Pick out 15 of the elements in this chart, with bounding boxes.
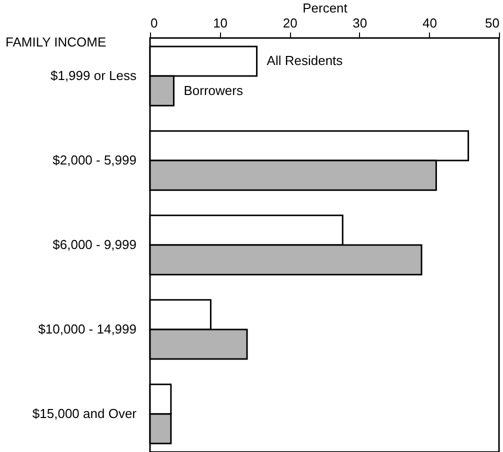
series-label: Borrowers: [184, 82, 244, 98]
x-axis-title: Percent: [302, 0, 348, 16]
x-tick-label: 50: [485, 16, 500, 30]
y-tick-label: $2,000 - 5,999: [52, 152, 136, 168]
y-tick-label: $6,000 - 9,999: [52, 237, 136, 252]
y-tick-label: $10,000 - 14,999: [38, 321, 136, 336]
series-label: All Residents: [266, 53, 344, 68]
x-tick-label: 40: [422, 16, 437, 30]
x-tick-label: 30: [352, 16, 368, 30]
y-tick-label: $1,999 or Less: [50, 68, 137, 84]
y-axis-title: FAMILY INCOME: [6, 34, 106, 50]
x-tick-label: 10: [213, 16, 228, 30]
x-tick-label: 20: [282, 16, 298, 30]
y-tick-label: $15,000 and Over: [32, 406, 138, 421]
x-tick-label: 0: [150, 16, 158, 30]
